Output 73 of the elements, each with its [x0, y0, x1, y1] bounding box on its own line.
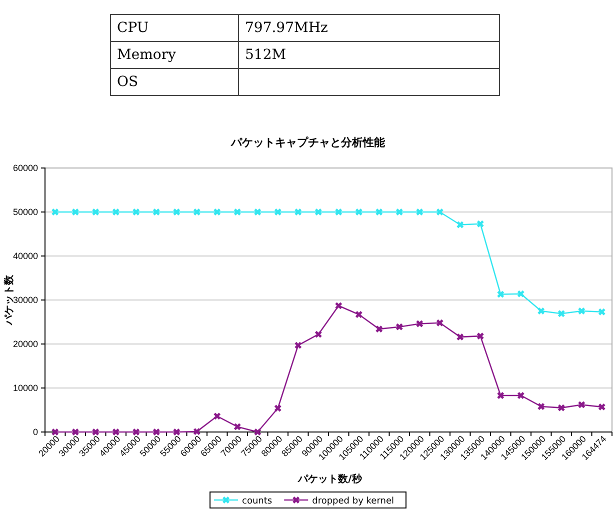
point [538, 308, 545, 314]
text: 512M [238, 42, 500, 68]
point [294, 208, 302, 216]
point [598, 403, 606, 410]
point [436, 208, 444, 216]
y-tick-label: 0 [32, 426, 38, 437]
point [355, 208, 362, 216]
point [52, 428, 59, 436]
point [476, 220, 484, 228]
point [152, 428, 160, 436]
x-axis-title: パケット数/秒 [297, 473, 363, 485]
point [314, 330, 322, 338]
point [335, 208, 342, 216]
y-tick-label: 20000 [12, 338, 38, 349]
point [152, 208, 160, 216]
point [274, 404, 282, 412]
y-tick-label: 10000 [12, 382, 38, 393]
point [497, 392, 504, 399]
point [112, 428, 120, 436]
point [598, 308, 606, 316]
point [173, 208, 180, 216]
point [52, 208, 59, 216]
point [538, 403, 545, 410]
point [578, 308, 586, 314]
point [376, 208, 383, 216]
point [376, 326, 383, 333]
point [456, 221, 464, 228]
text: CPU [110, 14, 238, 42]
point [416, 320, 424, 328]
y-tick-label: 60000 [12, 162, 38, 173]
text: 797.97MHz [238, 14, 500, 42]
point [436, 319, 444, 326]
point [294, 342, 302, 349]
point [578, 401, 586, 408]
y-axis-title: パケット数 [3, 274, 15, 326]
point [497, 290, 504, 298]
point [72, 428, 79, 436]
point [396, 208, 403, 216]
point [274, 208, 282, 216]
point [132, 428, 140, 436]
point [173, 428, 180, 436]
text: OS [110, 68, 238, 96]
point [517, 392, 524, 399]
point [558, 310, 565, 318]
point [214, 412, 221, 420]
point [193, 208, 200, 216]
point [416, 208, 424, 216]
point [234, 423, 241, 430]
legend-label: counts [242, 496, 272, 506]
legend-label: dropped by kernel [312, 496, 394, 506]
point [476, 332, 484, 340]
text: Memory [110, 42, 238, 68]
point [517, 290, 524, 298]
point [355, 311, 362, 318]
point [558, 404, 565, 412]
point [132, 208, 140, 216]
y-tick-label: 40000 [12, 250, 38, 261]
point [214, 208, 221, 216]
point [396, 323, 403, 330]
point [234, 208, 241, 216]
point [112, 208, 120, 216]
point [92, 208, 100, 216]
point [193, 428, 200, 436]
point [92, 428, 100, 436]
point [254, 428, 262, 436]
point [314, 208, 322, 216]
point [335, 302, 342, 310]
point [456, 333, 464, 340]
y-tick-label: 30000 [12, 294, 38, 305]
chart-title: パケットキャプチャと分析性能 [230, 136, 386, 149]
point [254, 208, 262, 216]
y-tick-label: 50000 [12, 206, 38, 217]
point [72, 208, 79, 216]
